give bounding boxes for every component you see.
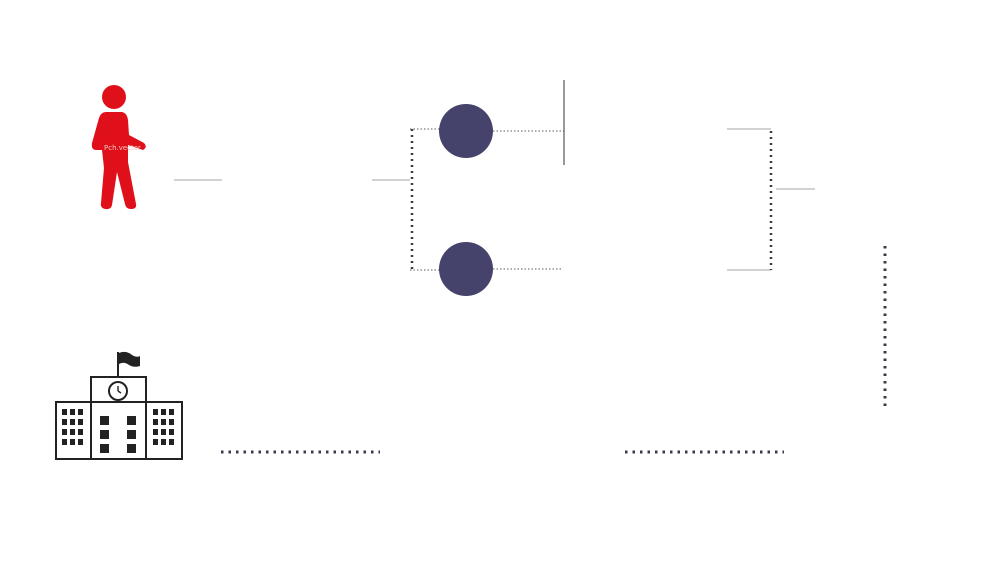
school-building-icon	[55, 351, 183, 460]
walking-person-icon: Pch.vector	[91, 85, 146, 210]
watermark-text: Pch.vector	[104, 144, 141, 152]
flag-icon	[117, 351, 140, 378]
clock-icon	[108, 381, 128, 401]
decision-node-bottom	[439, 242, 493, 296]
right-merge-bracket	[727, 128, 815, 271]
left-branch-bracket	[410, 128, 442, 271]
decision-node-top	[439, 104, 493, 158]
